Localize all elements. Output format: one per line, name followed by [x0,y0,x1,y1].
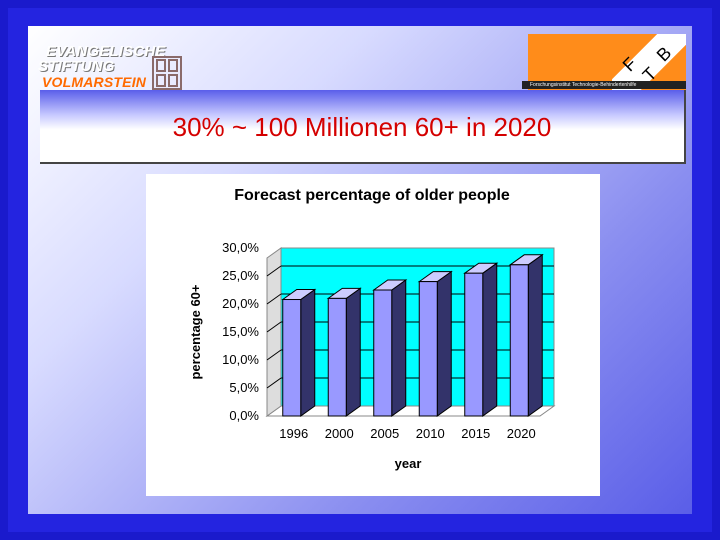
logo-line-evangelische: EVANGELISCHE [46,43,166,60]
gridline-diagonal [266,321,282,333]
bar [464,272,484,417]
plot-left-wall [266,247,282,417]
x-tick-label: 2020 [507,426,536,441]
logo-ftb-caption: Forschungsinstitut Technologie-Behindert… [522,81,686,89]
chart-title: Forecast percentage of older people [234,187,510,204]
bar-side [436,270,452,417]
y-tick-label: 30,0% [222,240,259,255]
y-tick-label: 10,0% [222,352,259,367]
x-axis-label: year [395,456,422,471]
y-tick-label: 5,0% [229,380,259,395]
bar [282,299,302,417]
gridline-diagonal [266,293,282,305]
bar-side [345,287,361,417]
y-tick-label: 15,0% [222,324,259,339]
slide-title: 30% ~ 100 Millionen 60+ in 2020 [172,112,552,142]
logo-line-volmarstein: VOLMARSTEIN [42,74,147,90]
x-tick-label: 2005 [370,426,399,441]
gridline-diagonal [266,377,282,389]
x-tick-label: 2000 [325,426,354,441]
gridline-diagonal [266,265,282,277]
bar [418,281,438,417]
logo-evangelische-stiftung: EVANGELISCHE STIFTUNG VOLMARSTEIN [34,40,194,92]
x-tick-label: 2010 [416,426,445,441]
title-bar: 30% ~ 100 Millionen 60+ in 2020 [40,90,686,164]
logo-line-stiftung: STIFTUNG [38,58,115,75]
bar-side [527,253,543,417]
bar-side [482,262,498,417]
bar [327,297,347,417]
x-tick-label: 2015 [461,426,490,441]
bar-side [300,288,316,417]
bar-chart: Forecast percentage of older people perc… [188,187,556,471]
gridline-diagonal [266,349,282,361]
cross-icon [152,56,182,90]
y-tick-label: 0,0% [229,408,259,423]
x-tick-label: 1996 [279,426,308,441]
chart-panel: Forecast percentage of older people perc… [146,174,600,496]
plot-back-wall [280,247,555,407]
bar-side [391,279,407,417]
bar [373,289,393,417]
y-tick-label: 20,0% [222,296,259,311]
bar [509,264,529,417]
y-axis-label: percentage 60+ [188,284,203,379]
y-tick-label: 25,0% [222,268,259,283]
